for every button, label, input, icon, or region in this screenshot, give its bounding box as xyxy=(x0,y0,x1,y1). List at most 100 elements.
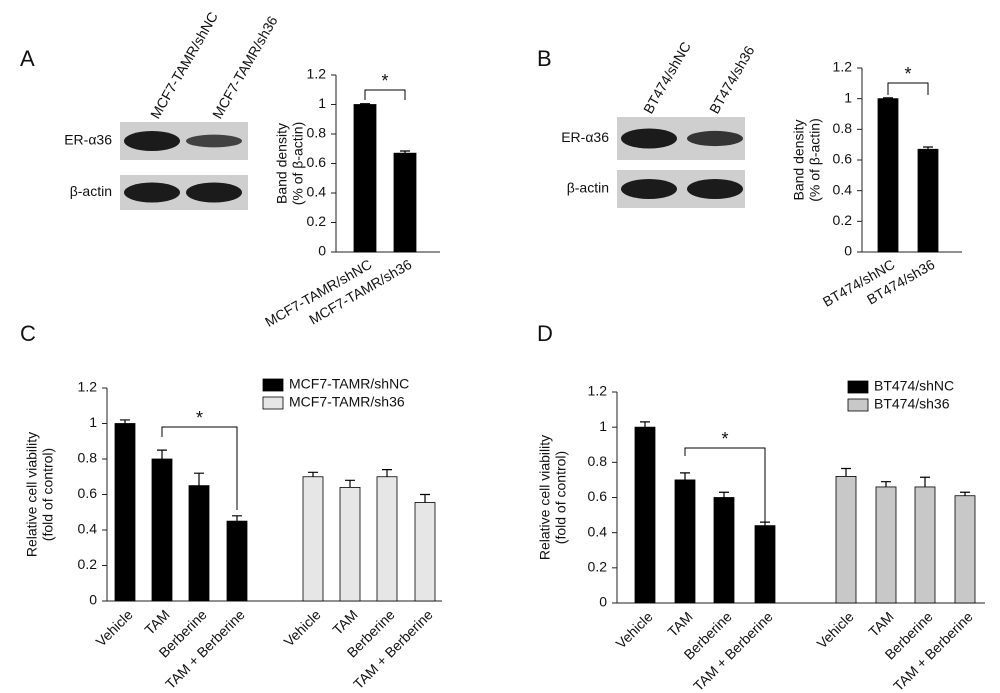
blot-lane-label: MCF7-TAMR/shNC xyxy=(147,9,221,121)
error-bar xyxy=(345,479,355,488)
legend-swatch xyxy=(847,380,869,394)
y-tick-label: 0.8 xyxy=(833,120,853,136)
y-tick-label: 0.4 xyxy=(307,184,327,200)
y-tick-label: 0.2 xyxy=(833,212,853,228)
bar xyxy=(875,486,897,604)
bar xyxy=(353,104,377,253)
blot-band xyxy=(124,182,180,203)
significance-bracket xyxy=(684,447,766,524)
x-tick-label: Vehicle xyxy=(813,608,856,651)
bar xyxy=(339,486,361,602)
bar xyxy=(114,423,136,602)
y-axis-label: (% of β-actin) xyxy=(807,118,823,202)
blot-lane-label: BT474/sh36 xyxy=(706,43,758,117)
bar xyxy=(754,525,776,604)
blot-lane-label: MCF7-TAMR/sh36 xyxy=(209,13,281,121)
y-tick-label: 1.2 xyxy=(588,383,608,399)
panel-letter: C xyxy=(20,321,36,346)
y-tick-label: 1.2 xyxy=(833,59,853,75)
error-bar xyxy=(960,491,970,496)
y-tick-label: 0 xyxy=(599,594,607,610)
bar xyxy=(302,476,324,602)
x-tick-label: TAM xyxy=(664,608,695,639)
error-bar xyxy=(420,493,430,503)
bar xyxy=(835,475,857,604)
blot-band xyxy=(687,130,743,147)
panel-letter: D xyxy=(537,321,553,346)
bar xyxy=(634,426,656,604)
error-bar xyxy=(232,515,242,522)
y-axis-label: Relative cell viability xyxy=(24,432,40,557)
error-bar xyxy=(360,103,370,105)
blot-band xyxy=(621,179,677,199)
y-tick-label: 0 xyxy=(89,592,97,608)
significance-mark: * xyxy=(904,64,911,84)
error-bar xyxy=(308,471,318,477)
y-tick-label: 0.2 xyxy=(78,556,98,572)
y-tick-label: 0.4 xyxy=(588,523,608,539)
error-bar xyxy=(841,467,851,477)
y-tick-label: 0 xyxy=(318,243,326,259)
y-axis-label: Band density xyxy=(791,120,807,201)
y-tick-label: 0.8 xyxy=(588,453,608,469)
legend-label: BT474/shNC xyxy=(874,378,954,394)
legend-swatch xyxy=(262,396,284,410)
error-bar xyxy=(400,150,410,154)
y-tick-label: 0.6 xyxy=(833,151,853,167)
y-axis-label: Band density xyxy=(274,123,290,204)
bar xyxy=(226,520,248,602)
panel-letter: B xyxy=(537,46,552,71)
bar xyxy=(674,479,696,604)
bar xyxy=(188,485,210,602)
y-tick-label: 0.4 xyxy=(78,521,98,537)
x-tick-label: Vehicle xyxy=(612,608,655,651)
panel-letter: A xyxy=(20,46,35,71)
y-axis-label: (% of β-actin) xyxy=(290,122,306,206)
y-tick-label: 0.8 xyxy=(307,125,327,141)
blot-row-label: ER-α36 xyxy=(561,129,609,145)
y-tick-label: 0.4 xyxy=(833,181,853,197)
significance-bracket xyxy=(887,82,929,95)
y-axis-label: (fold of control) xyxy=(40,448,56,541)
y-tick-label: 1.2 xyxy=(307,66,327,82)
legend-label: MCF7-TAMR/sh36 xyxy=(289,394,405,410)
y-tick-label: 0 xyxy=(844,243,852,259)
error-bar xyxy=(120,419,130,424)
error-bar xyxy=(920,476,930,487)
legend-swatch xyxy=(847,398,869,412)
bar xyxy=(414,502,436,602)
y-tick-label: 1 xyxy=(318,95,326,111)
blot-band xyxy=(124,131,180,151)
y-tick-label: 0.8 xyxy=(78,450,98,466)
y-axis-label: (fold of control) xyxy=(553,451,569,544)
legend-label: BT474/sh36 xyxy=(874,396,950,412)
significance-bracket xyxy=(364,89,406,100)
blot-lane-label: BT474/shNC xyxy=(640,39,694,116)
error-bar xyxy=(194,472,204,486)
significance-mark: * xyxy=(721,429,728,449)
blot-row-label: ER-α36 xyxy=(64,132,112,148)
y-tick-label: 0.2 xyxy=(307,213,327,229)
y-tick-label: 1 xyxy=(599,418,607,434)
y-axis-label: Relative cell viability xyxy=(537,435,553,560)
blot-band xyxy=(687,179,743,199)
legend-label: MCF7-TAMR/shNC xyxy=(289,376,409,392)
error-bar xyxy=(923,146,933,150)
error-bar xyxy=(881,481,891,487)
error-bar xyxy=(883,97,893,99)
bar xyxy=(917,148,939,253)
x-tick-label: Vehicle xyxy=(280,606,323,649)
y-tick-label: 0.6 xyxy=(78,485,98,501)
blot-row-label: β-actin xyxy=(567,180,609,196)
significance-mark: * xyxy=(381,71,388,91)
y-tick-label: 1 xyxy=(89,414,97,430)
y-tick-label: 1.2 xyxy=(78,379,98,395)
x-tick-label: TAM xyxy=(141,606,172,637)
error-bar xyxy=(719,491,729,498)
bar xyxy=(151,458,173,602)
y-tick-label: 0.6 xyxy=(307,154,327,170)
blot-row-label: β-actin xyxy=(70,183,112,199)
error-bar xyxy=(680,472,690,480)
